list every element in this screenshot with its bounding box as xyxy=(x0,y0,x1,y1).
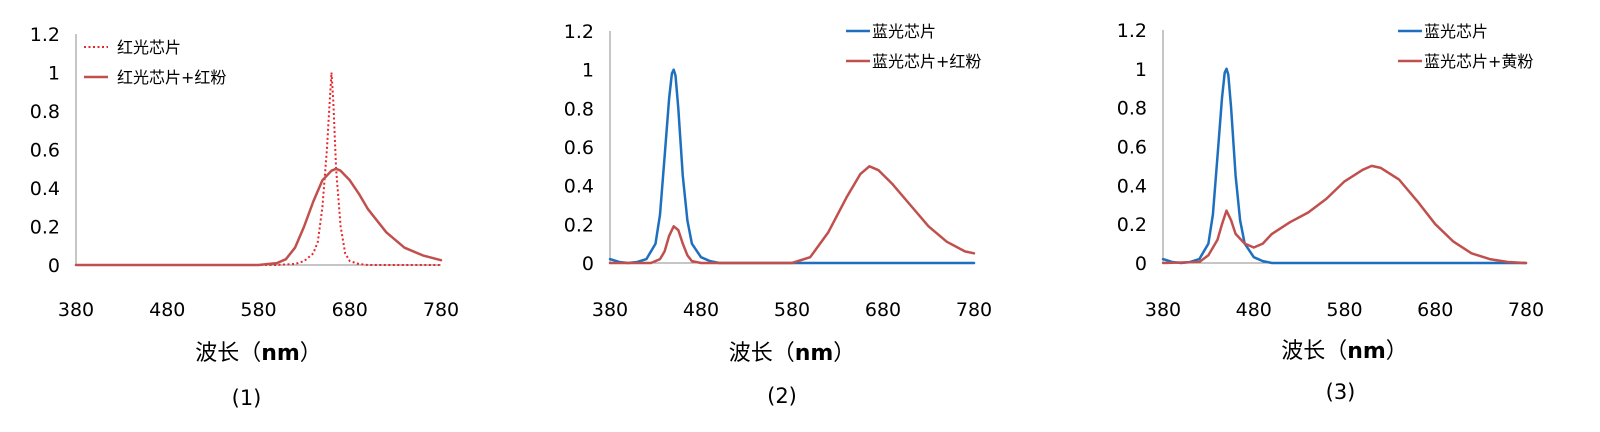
x-axis-title-end: ） xyxy=(833,341,855,366)
y-tick-label: 1.2 xyxy=(30,24,60,46)
x-tick-label: 580 xyxy=(240,299,276,321)
y-tick-label: 0.8 xyxy=(30,101,60,123)
series-line-2 xyxy=(74,167,443,267)
chart-panel-1: 0 0.2 0.4 0.6 0.8 1 1.2 380 480 580 680 780 红光芯片红光芯片… xyxy=(30,24,459,410)
y-tick-label: 1 xyxy=(48,63,60,85)
x-axis-title-unit: nm xyxy=(795,341,834,366)
x-axis-title-main: 波长（ xyxy=(1281,339,1347,364)
y-tick-label: 0.4 xyxy=(1117,175,1147,197)
x-tick-label: 780 xyxy=(1508,299,1544,321)
x-tick-label: 580 xyxy=(774,299,810,321)
y-tick-label: 0.8 xyxy=(564,98,594,120)
y-tick-label: 0.4 xyxy=(564,176,594,198)
chart-panel-3: 0 0.2 0.4 0.6 0.8 1 1.2 380 480 580 680 780 蓝光芯片蓝光芯片… xyxy=(1117,20,1544,404)
x-tick-label: 480 xyxy=(683,299,719,321)
x-tick-label: 680 xyxy=(1417,299,1453,321)
x-tick-label: 680 xyxy=(865,299,901,321)
y-tick-label: 0 xyxy=(582,253,594,275)
x-axis-title-unit: nm xyxy=(261,341,300,366)
y-tick-label: 0.6 xyxy=(1117,137,1147,159)
x-tick-label: 380 xyxy=(58,299,94,321)
y-tick-label: 0.2 xyxy=(1117,214,1147,236)
legend-label: 蓝光芯片 xyxy=(872,22,936,41)
y-tick-label: 0 xyxy=(48,255,60,277)
series-line-2 xyxy=(1161,164,1528,265)
x-axis-title: 波长（nm） xyxy=(195,341,322,366)
x-tick-label: 780 xyxy=(423,299,459,321)
series-line-1 xyxy=(1161,67,1528,265)
x-tick-label: 580 xyxy=(1326,299,1362,321)
y-tick-label: 1 xyxy=(1135,59,1147,81)
x-tick-label: 480 xyxy=(1236,299,1272,321)
x-tick-label: 780 xyxy=(956,299,992,321)
legend-label: 红光芯片+红粉 xyxy=(117,68,226,87)
legend-label: 蓝光芯片+红粉 xyxy=(872,52,981,71)
legend-label: 蓝光芯片+黄粉 xyxy=(1424,52,1533,71)
x-tick-label: 380 xyxy=(592,299,628,321)
x-axis-title-unit: nm xyxy=(1347,339,1386,364)
series-line-1 xyxy=(608,68,976,265)
y-tick-label: 1 xyxy=(582,60,594,82)
x-axis-title-main: 波长（ xyxy=(729,341,795,366)
y-tick-label: 0.4 xyxy=(30,178,60,200)
legend-label: 红光芯片 xyxy=(117,38,181,57)
panel-label: (3) xyxy=(1326,380,1356,404)
chart-panel-2: 0 0.2 0.4 0.6 0.8 1 1.2 380 480 580 680 780 蓝光芯片蓝光芯片… xyxy=(564,21,992,408)
x-tick-label: 680 xyxy=(332,299,368,321)
panel-label: (2) xyxy=(767,384,797,408)
y-tick-label: 0.2 xyxy=(564,214,594,236)
x-tick-label: 380 xyxy=(1145,299,1181,321)
x-axis-title-main: 波长（ xyxy=(195,341,261,366)
y-tick-label: 0.6 xyxy=(30,140,60,162)
x-axis-title: 波长（nm） xyxy=(1281,339,1408,364)
y-tick-label: 1.2 xyxy=(564,21,594,43)
y-tick-label: 0.6 xyxy=(564,137,594,159)
series-line-1 xyxy=(76,71,441,266)
y-tick-label: 0 xyxy=(1135,253,1147,275)
x-tick-label: 480 xyxy=(149,299,185,321)
x-axis-title-end: ） xyxy=(1386,339,1408,364)
x-axis-title-end: ） xyxy=(300,341,322,366)
legend-label: 蓝光芯片 xyxy=(1424,22,1488,41)
series-line-2 xyxy=(608,165,976,265)
y-tick-label: 0.2 xyxy=(30,217,60,239)
panel-label: (1) xyxy=(232,386,262,410)
y-tick-label: 1.2 xyxy=(1117,20,1147,42)
y-tick-label: 0.8 xyxy=(1117,98,1147,120)
x-axis-title: 波长（nm） xyxy=(729,341,856,366)
